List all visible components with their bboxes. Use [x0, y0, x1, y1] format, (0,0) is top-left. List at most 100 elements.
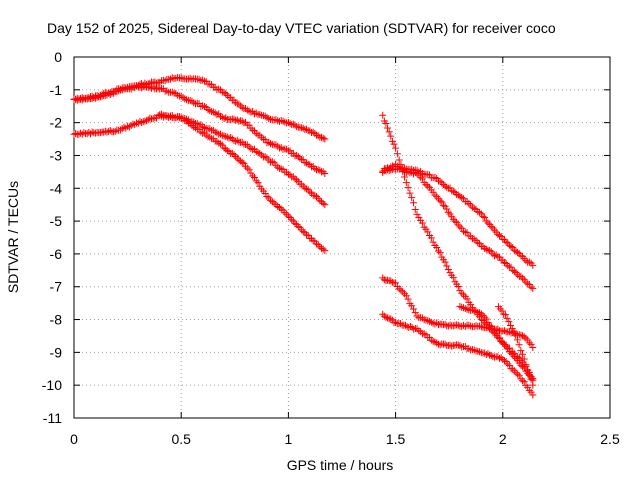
- data-point: [500, 258, 508, 266]
- data-point: [206, 107, 214, 115]
- data-point: [424, 170, 432, 178]
- series-arc3: [70, 111, 329, 209]
- data-point: [387, 132, 395, 140]
- y-tick-label: -6: [50, 246, 63, 262]
- data-point: [482, 245, 490, 253]
- x-axis-tick-labels: 0 0.5 1 1.5 2 2.5: [70, 431, 620, 447]
- data-point: [522, 334, 530, 342]
- data-point: [458, 224, 466, 232]
- y-tick-label: -3: [50, 147, 63, 163]
- data-point: [159, 76, 167, 84]
- data-point: [232, 99, 240, 107]
- data-point: [138, 84, 146, 92]
- data-point: [524, 366, 532, 374]
- data-point: [275, 203, 283, 211]
- data-point: [456, 192, 464, 200]
- data-point: [519, 350, 527, 358]
- data-point: [181, 95, 189, 103]
- data-point: [274, 163, 282, 171]
- data-point: [474, 239, 482, 247]
- data-point: [281, 209, 289, 217]
- data-point: [463, 305, 471, 313]
- data-point: [507, 263, 515, 271]
- data-point: [465, 345, 473, 353]
- data-point: [481, 349, 489, 357]
- data-point: [501, 311, 509, 319]
- data-point: [392, 318, 400, 326]
- data-point: [291, 219, 299, 227]
- data-point: [497, 337, 505, 345]
- data-point: [213, 111, 221, 119]
- data-point: [449, 273, 457, 281]
- data-point: [199, 76, 207, 84]
- data-point: [288, 216, 296, 224]
- data-point: [459, 195, 467, 203]
- data-point: [115, 87, 123, 95]
- data-point: [404, 295, 412, 303]
- data-point: [438, 179, 446, 187]
- data-point: [420, 330, 428, 338]
- data-point: [529, 391, 537, 399]
- data-point: [245, 121, 253, 129]
- data-point: [218, 113, 226, 121]
- data-point: [183, 96, 191, 104]
- data-point: [498, 307, 506, 315]
- data-point: [417, 173, 425, 181]
- data-point: [408, 302, 416, 310]
- data-point: [390, 140, 398, 148]
- data-point: [491, 252, 499, 260]
- data-point: [401, 167, 409, 175]
- data-point: [519, 274, 527, 282]
- data-point: [429, 337, 437, 345]
- data-point: [392, 144, 400, 152]
- data-point: [296, 154, 304, 162]
- data-point: [444, 208, 452, 216]
- data-point: [299, 228, 307, 236]
- data-point: [456, 223, 464, 231]
- data-point: [397, 161, 405, 169]
- data-point: [268, 158, 276, 166]
- data-point: [395, 285, 403, 293]
- data-point: [420, 316, 428, 324]
- data-point: [509, 348, 517, 356]
- data-point: [467, 301, 475, 309]
- data-point: [422, 181, 430, 189]
- data-point: [277, 116, 285, 124]
- data-point: [502, 341, 510, 349]
- data-point: [470, 204, 478, 212]
- data-point: [204, 106, 212, 114]
- data-point: [402, 292, 410, 300]
- data-point: [524, 336, 532, 344]
- data-point: [86, 130, 94, 138]
- data-point: [504, 360, 512, 368]
- data-point: [303, 159, 311, 167]
- data-point: [238, 158, 246, 166]
- data-point: [284, 212, 292, 220]
- data-point: [254, 179, 262, 187]
- data-point: [465, 321, 473, 329]
- data-point: [275, 164, 283, 172]
- data-point: [166, 113, 174, 121]
- data-point: [267, 140, 275, 148]
- data-point: [274, 202, 282, 210]
- data-point: [461, 228, 469, 236]
- data-point: [525, 339, 533, 347]
- data-point: [131, 84, 139, 92]
- data-point: [529, 381, 537, 389]
- data-point: [486, 321, 494, 329]
- data-point: [113, 88, 121, 96]
- data-point: [124, 122, 132, 130]
- data-point: [481, 313, 489, 321]
- data-point: [527, 375, 535, 383]
- data-point: [232, 153, 240, 161]
- data-point: [395, 156, 403, 164]
- data-point: [304, 231, 312, 239]
- axis-ticks: [73, 56, 611, 419]
- y-tick-label: -5: [50, 213, 63, 229]
- data-point: [197, 128, 205, 136]
- data-point: [458, 289, 466, 297]
- data-point: [433, 319, 441, 327]
- data-point: [291, 175, 299, 183]
- data-point: [500, 357, 508, 365]
- data-point: [496, 232, 504, 240]
